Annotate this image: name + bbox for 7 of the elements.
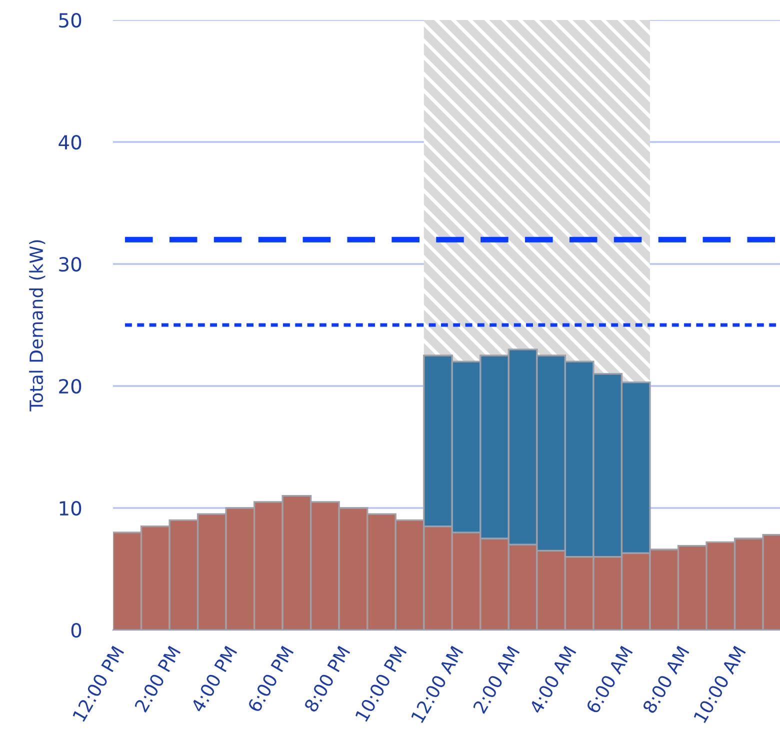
y-tick-label: 50 [59, 12, 82, 28]
y-tick-label: 0 [71, 622, 82, 638]
y-tick-label: 40 [58, 134, 82, 150]
y-tick-label: 10 [60, 500, 82, 516]
y-tick-label: 20 [59, 378, 82, 394]
y-axis-title: Total Demand (kW) [29, 240, 46, 412]
y-tick-label: 30 [59, 256, 82, 272]
